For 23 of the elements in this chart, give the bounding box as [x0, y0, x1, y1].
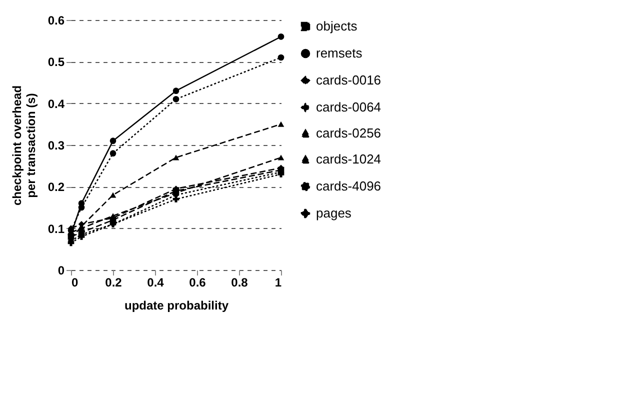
legend-label: cards-4096: [316, 178, 382, 194]
y-tick-label: 0: [58, 264, 65, 278]
x-axis-title: update probability: [124, 298, 229, 312]
x-tick-label: 0.4: [147, 276, 164, 290]
y-tick-label: 0.4: [48, 96, 65, 111]
x-tick-label: 0.8: [231, 276, 248, 290]
y-tick-label: 0.1: [48, 222, 65, 236]
legend-label: cards-0256: [316, 126, 382, 140]
y-tick-label: 0.6: [48, 14, 65, 28]
y-tick-label: 0.5: [48, 55, 65, 70]
y-tick-label: 0.3: [48, 138, 65, 152]
legend-label: remsets: [316, 46, 363, 60]
y-axis-title: checkpoint overhead per transaction (s): [10, 85, 38, 206]
y-tick-label: 0.2: [48, 180, 65, 194]
x-tick-label: 1: [274, 276, 282, 290]
x-tick-label: 0.6: [189, 276, 206, 290]
legend-label: cards-1024: [316, 152, 382, 166]
legend-label: pages: [316, 206, 352, 220]
x-tick-label: 0: [72, 276, 78, 290]
legend-label: cards-0016: [316, 72, 382, 88]
x-tick-label: 0.2: [105, 276, 122, 290]
legend-label: cards-0064: [316, 100, 382, 114]
legend-label: objects: [316, 18, 358, 34]
